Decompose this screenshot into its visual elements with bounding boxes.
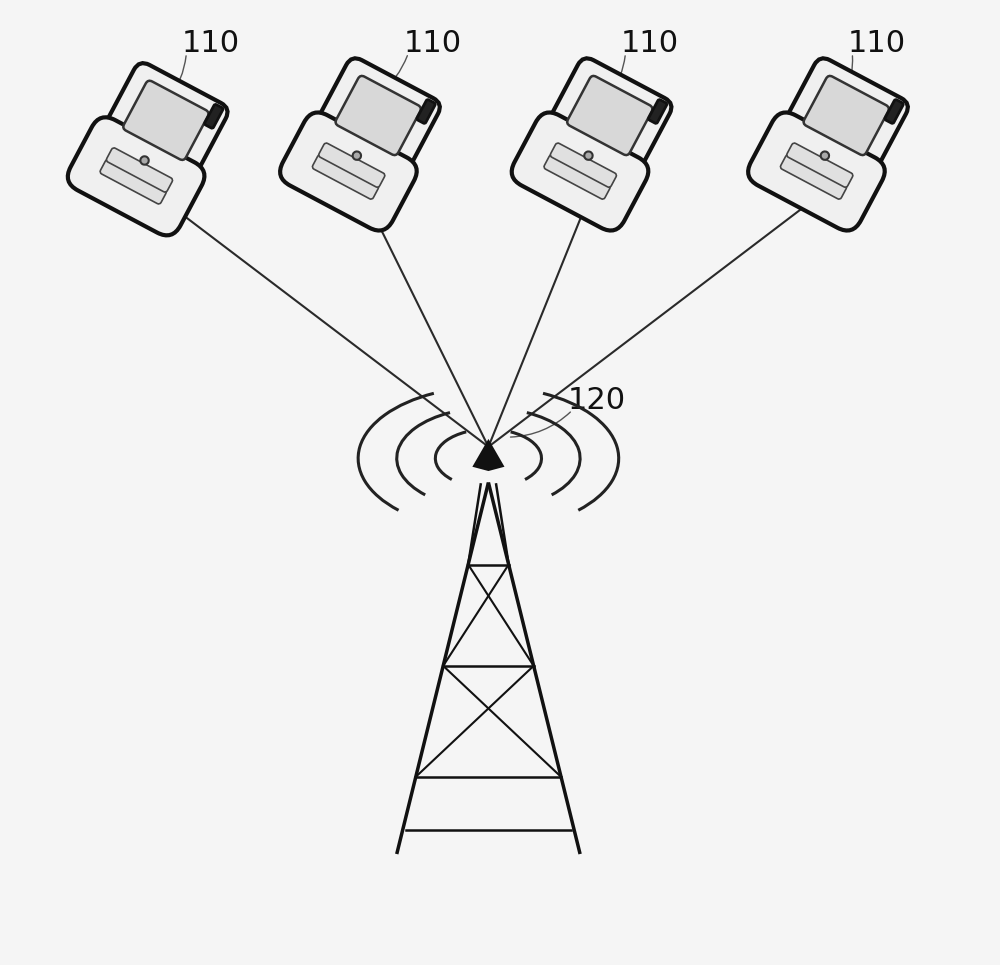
Circle shape [821, 152, 829, 160]
Text: 110: 110 [181, 29, 240, 58]
FancyBboxPatch shape [68, 118, 204, 235]
FancyBboxPatch shape [649, 99, 667, 124]
FancyBboxPatch shape [319, 143, 385, 187]
FancyBboxPatch shape [512, 113, 648, 231]
FancyBboxPatch shape [106, 148, 173, 192]
FancyBboxPatch shape [100, 160, 166, 204]
FancyBboxPatch shape [313, 58, 440, 179]
FancyBboxPatch shape [787, 143, 853, 187]
FancyBboxPatch shape [550, 143, 616, 187]
FancyBboxPatch shape [567, 76, 652, 155]
FancyBboxPatch shape [781, 58, 908, 179]
Circle shape [140, 156, 149, 165]
Text: 120: 120 [567, 386, 626, 415]
FancyBboxPatch shape [123, 81, 208, 160]
FancyBboxPatch shape [205, 104, 223, 128]
FancyBboxPatch shape [804, 76, 889, 155]
Text: 110: 110 [847, 29, 905, 58]
FancyBboxPatch shape [417, 99, 435, 124]
Polygon shape [474, 441, 503, 470]
FancyBboxPatch shape [545, 58, 671, 179]
FancyBboxPatch shape [336, 76, 421, 155]
FancyBboxPatch shape [780, 155, 847, 199]
FancyBboxPatch shape [885, 99, 903, 124]
Text: 110: 110 [403, 29, 462, 58]
Circle shape [353, 152, 361, 160]
FancyBboxPatch shape [312, 155, 379, 199]
FancyBboxPatch shape [101, 63, 228, 183]
Text: 110: 110 [621, 29, 679, 58]
FancyBboxPatch shape [544, 155, 610, 199]
Circle shape [584, 152, 593, 160]
FancyBboxPatch shape [748, 113, 885, 231]
FancyBboxPatch shape [280, 113, 417, 231]
